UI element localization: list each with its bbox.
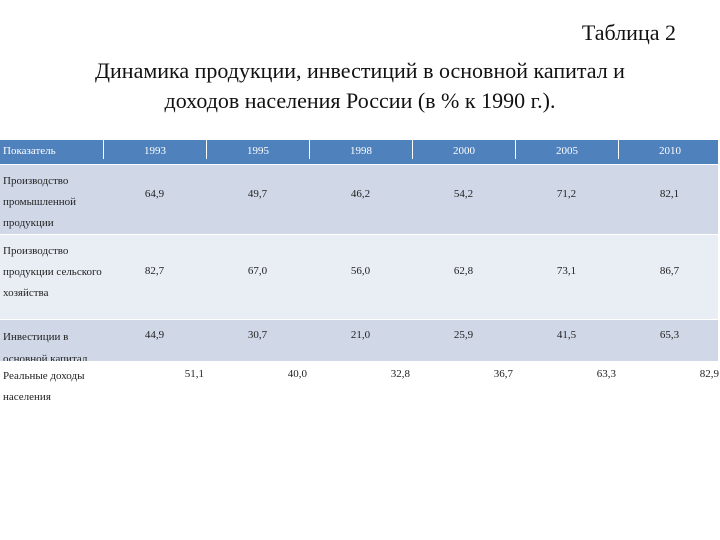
header-cell: 2010 xyxy=(618,140,720,159)
value-cell: 65,3 xyxy=(659,328,680,341)
value-cell: 67,0 xyxy=(247,265,268,277)
value-cell: 64,9 xyxy=(144,187,165,200)
value-cell: 32,8 xyxy=(390,368,410,380)
row-label: Производство продукции сельского хозяйст… xyxy=(3,245,102,299)
header-cell: 2000 xyxy=(412,140,515,159)
value-cell: 62,8 xyxy=(453,265,474,277)
header-row: Показатель 1993 1995 1998 2000 2005 2010 xyxy=(0,140,718,164)
value-cell: 25,9 xyxy=(453,328,474,341)
value-cell: 44,9 xyxy=(144,328,165,341)
header-cell: 2005 xyxy=(515,140,618,159)
table-row: Реальные доходы населения 51,1 40,0 32,8 36,… xyxy=(0,361,719,404)
table-row: Производство промышленной продукции 64,9 4… xyxy=(0,164,718,234)
title-line: доходов населения России (в % к 1990 г.)… xyxy=(164,88,556,113)
value-cell: 51,1 xyxy=(184,368,204,380)
value-cell: 56,0 xyxy=(350,265,371,277)
header-cell: 1998 xyxy=(309,140,412,159)
table-label: Таблица 2 xyxy=(581,20,676,45)
value-cell: 82,7 xyxy=(144,265,165,277)
value-cell: 30,7 xyxy=(247,328,268,341)
header-cell: 1995 xyxy=(206,140,309,159)
value-cell: 21,0 xyxy=(350,328,371,341)
table-row: Производство продукции сельского хозяйст… xyxy=(0,234,718,319)
value-cell: 41,5 xyxy=(556,328,577,341)
value-cell: 86,7 xyxy=(659,265,680,277)
header-cell: 1993 xyxy=(103,140,206,159)
row-label: Реальные доходы населения xyxy=(3,370,85,403)
value-cell: 46,2 xyxy=(350,187,371,200)
value-cell: 63,3 xyxy=(596,368,616,380)
value-cell: 71,2 xyxy=(556,187,577,200)
value-cell: 54,2 xyxy=(453,187,474,200)
value-cell: 82,1 xyxy=(659,187,680,200)
header-cell: Показатель xyxy=(3,145,56,157)
value-cell: 36,7 xyxy=(493,368,513,380)
value-cell: 82,9 xyxy=(699,368,719,380)
row-label: Производство промышленной продукции xyxy=(3,175,77,229)
title-line: Динамика продукции, инвестиций в основно… xyxy=(95,58,625,83)
value-cell: 49,7 xyxy=(247,187,268,200)
value-cell: 73,1 xyxy=(556,265,577,277)
value-cell: 40,0 xyxy=(287,368,307,380)
table-row: Инвестиции в основной капитал 44,9 30,7 21,… xyxy=(0,319,718,365)
